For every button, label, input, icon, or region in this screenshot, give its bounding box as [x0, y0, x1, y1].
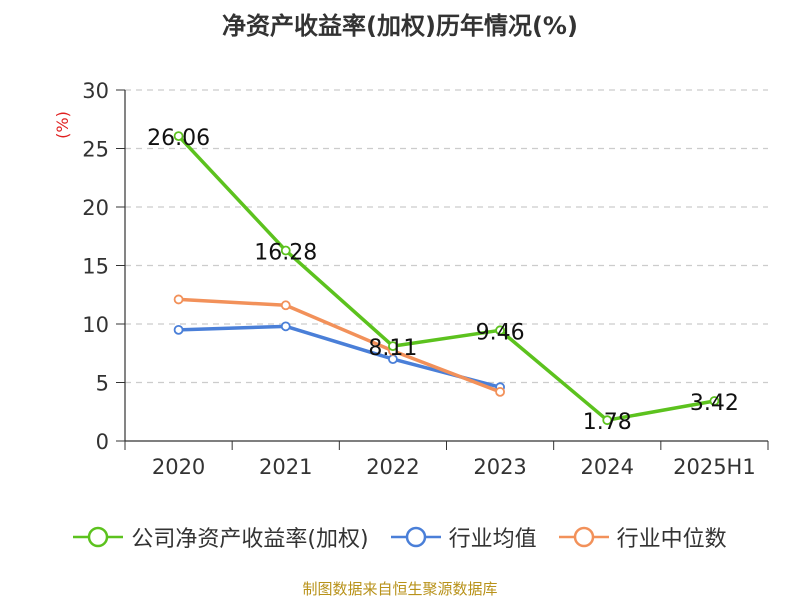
series-line-1 [178, 324, 501, 389]
data-label: 26.06 [147, 126, 210, 151]
x-tick-label: 2021 [259, 455, 312, 479]
data-label: 1.78 [583, 410, 632, 435]
y-tick-label: 30 [82, 79, 109, 103]
y-axis-label: (%) [53, 111, 72, 139]
x-tick-label: 2024 [581, 455, 634, 479]
legend-item-company[interactable]: 公司净资产收益率(加权) [73, 521, 369, 553]
chart-title: 净资产收益率(加权)历年情况(%) [222, 12, 578, 40]
legend-label-industry-median: 行业中位数 [616, 527, 727, 552]
y-tick-label: 10 [82, 313, 109, 337]
data-point-0 [173, 131, 184, 141]
data-label: 8.11 [368, 336, 417, 361]
y-tick-label: 15 [82, 255, 109, 279]
data-point-0 [602, 415, 613, 426]
data-label: 3.42 [690, 391, 739, 416]
x-tick-label: 2023 [473, 455, 526, 479]
y-tick-label: 25 [82, 138, 109, 162]
legend-marker-industry-median [558, 526, 609, 548]
data-point-1 [173, 324, 184, 335]
legend-label-industry-mean: 行业均值 [448, 527, 537, 552]
legend-label-company: 公司净资产收益率(加权) [131, 527, 369, 552]
y-tick-label: 5 [96, 372, 109, 396]
legend: 公司净资产收益率(加权) 行业均值 行业中位数 [0, 520, 800, 554]
legend-item-industry-mean[interactable]: 行业均值 [390, 521, 537, 553]
series-line-0 [177, 134, 715, 422]
x-tick-label: 2025H1 [673, 455, 756, 479]
data-point-1 [280, 321, 291, 332]
data-label: 16.28 [254, 241, 317, 266]
legend-marker-company [73, 526, 124, 548]
data-point-0 [495, 325, 505, 336]
data-label: 9.46 [476, 320, 525, 345]
data-point-0 [388, 341, 398, 352]
data-point-0 [280, 245, 291, 256]
data-point-0 [709, 396, 720, 406]
data-point-2 [173, 294, 184, 305]
legend-marker-industry-mean [390, 526, 441, 548]
y-tick-label: 20 [82, 196, 109, 220]
source-note: 制图数据来自恒生聚源数据库 [302, 580, 498, 598]
y-tick-label: 0 [96, 430, 109, 454]
series-line-2 [178, 297, 501, 394]
x-tick-label: 2020 [152, 455, 205, 479]
legend-item-industry-median[interactable]: 行业中位数 [558, 521, 727, 553]
data-point-2 [495, 386, 505, 397]
data-point-2 [280, 300, 291, 311]
x-tick-label: 2022 [366, 455, 419, 479]
